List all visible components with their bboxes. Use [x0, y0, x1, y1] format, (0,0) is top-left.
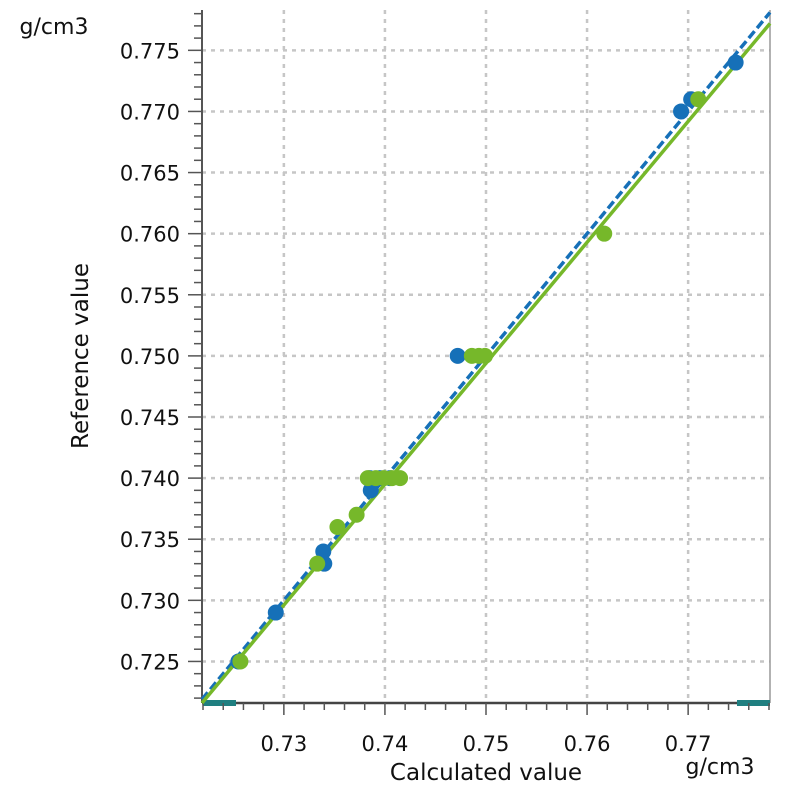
- y-tick-label: 0.725: [120, 650, 180, 674]
- x-unit-label: g/cm3: [686, 755, 755, 780]
- data-point-series-1: [727, 54, 744, 71]
- x-tick-label: 0.75: [463, 732, 510, 756]
- y-axis-title: Reference value: [68, 263, 94, 449]
- data-point-series-1: [267, 604, 284, 621]
- x-tick-label: 0.73: [260, 732, 307, 756]
- y-unit-label: g/cm3: [20, 15, 89, 40]
- y-tick-label: 0.730: [120, 589, 180, 613]
- y-tick-label: 0.765: [120, 162, 180, 186]
- data-point-series-2: [476, 347, 493, 364]
- data-points: [230, 54, 744, 670]
- x-tick-label: 0.76: [564, 732, 611, 756]
- y-tick-label: 0.770: [120, 100, 180, 124]
- data-point-series-2: [348, 506, 365, 523]
- data-point-series-1: [449, 347, 466, 364]
- x-axis-range-handle-right: [737, 700, 770, 706]
- grid: [202, 10, 770, 703]
- data-point-series-2: [596, 225, 613, 242]
- y-tick-label: 0.750: [120, 345, 180, 369]
- y-tick-label: 0.755: [120, 284, 180, 308]
- y-tick-label: 0.775: [120, 39, 180, 63]
- data-point-series-2: [232, 653, 249, 670]
- axis-labels: Calculated value Reference value g/cm3 g…: [20, 15, 755, 786]
- y-tick-label: 0.760: [120, 223, 180, 247]
- data-point-series-2: [392, 470, 409, 487]
- data-point-series-1: [673, 103, 690, 120]
- data-point-series-1: [315, 543, 332, 560]
- x-tick-label: 0.74: [362, 732, 409, 756]
- x-axis-title: Calculated value: [390, 760, 582, 786]
- data-point-series-2: [329, 519, 346, 535]
- y-tick-label: 0.735: [120, 528, 180, 552]
- data-point-series-2: [690, 91, 707, 108]
- data-point-series-1: [362, 482, 379, 499]
- data-point-series-2: [309, 555, 326, 572]
- y-tick-label: 0.745: [120, 406, 180, 430]
- axis-ticks: 0.7250.7300.7350.7400.7450.7500.7550.760…: [120, 12, 770, 756]
- x-axis-range-handle-left: [203, 700, 236, 706]
- y-tick-label: 0.740: [120, 467, 180, 491]
- x-tick-label: 0.77: [665, 732, 712, 756]
